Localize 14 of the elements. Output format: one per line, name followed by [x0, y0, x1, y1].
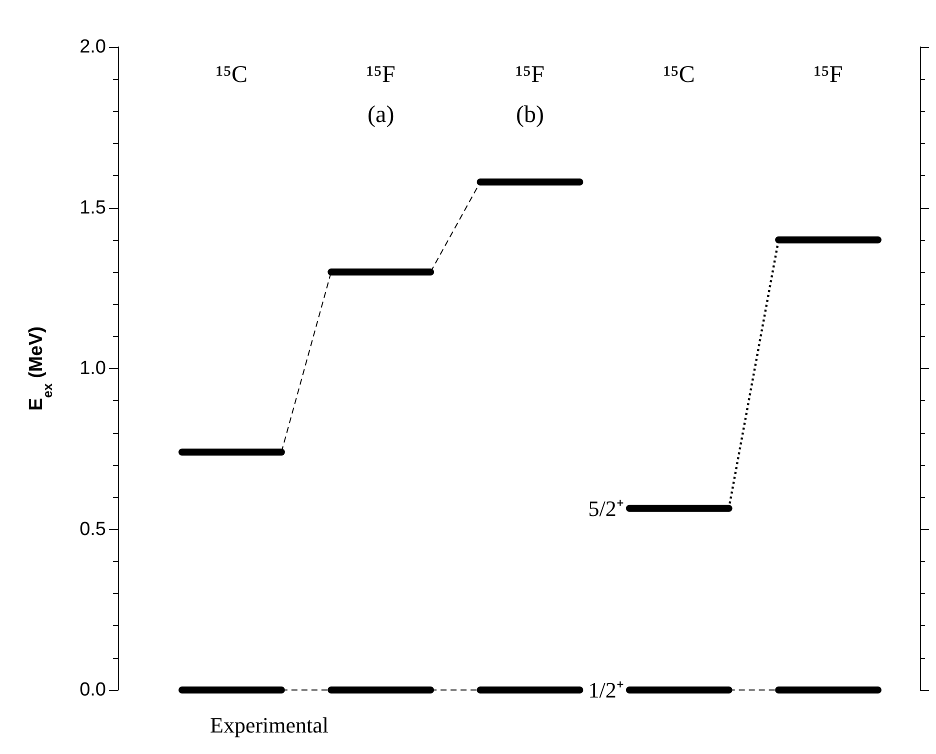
y-tick-label: 2.0 — [80, 36, 106, 58]
y-tick-label: 0.0 — [80, 680, 106, 700]
y-axis-title: Eex (MeV) — [26, 326, 55, 411]
y-tick-label: 1.0 — [80, 358, 106, 379]
x-tick-label: ¹⁵F (a) — [366, 62, 396, 128]
data-label: 1/2⁺ — [588, 678, 624, 702]
x-tick-label: ¹⁵F (b) — [516, 62, 544, 128]
data-label: 5/2⁺ — [588, 496, 624, 521]
x-tick-label: ¹⁵C — [216, 62, 248, 88]
x-tick-label: ¹⁵F — [814, 62, 843, 88]
y-tick-label: 1.5 — [80, 197, 106, 218]
text: Experimental — [210, 712, 329, 738]
y-tick-label: 0.5 — [80, 518, 106, 540]
x-tick-label: ¹⁵C — [663, 62, 695, 88]
